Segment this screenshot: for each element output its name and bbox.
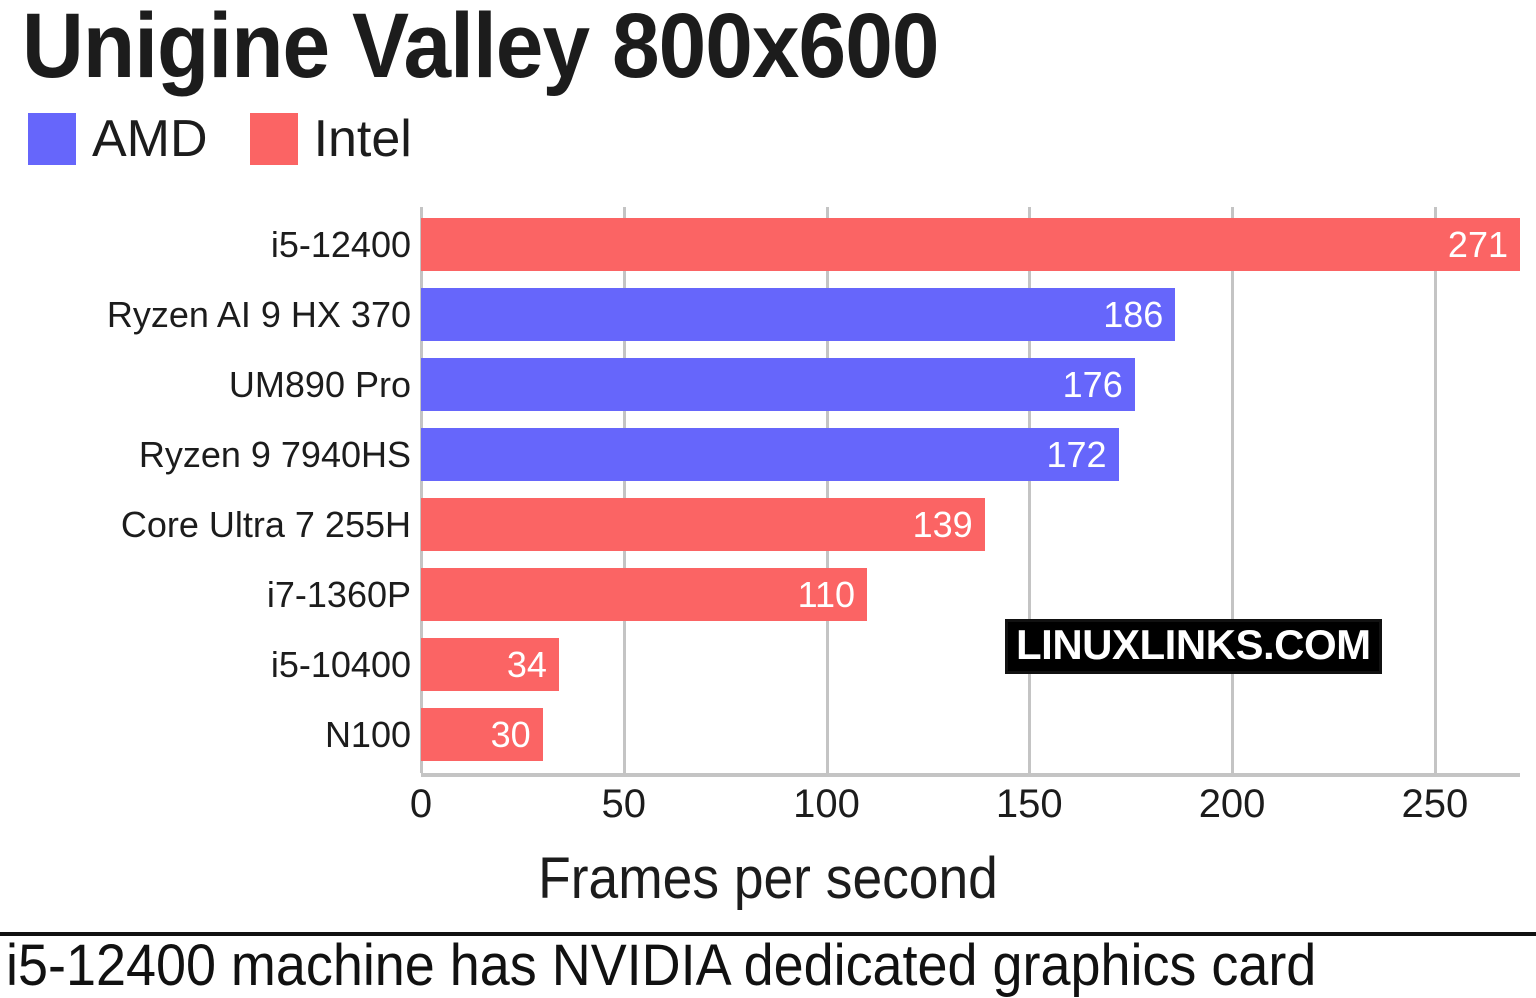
bar-row: Core Ultra 7 255H 139 xyxy=(0,498,1536,568)
bar-value-label: 30 xyxy=(490,714,531,755)
category-label: Ryzen 9 7940HS xyxy=(138,434,411,475)
bar-intel[interactable]: 139 xyxy=(421,498,985,551)
bar-intel[interactable]: 30 xyxy=(421,708,543,761)
bar-value-label: 176 xyxy=(1062,364,1123,405)
footer-divider xyxy=(0,932,1536,936)
watermark: LINUXLINKS.COM xyxy=(1005,619,1382,674)
chart-legend: AMD Intel xyxy=(28,113,412,165)
category-label: i5-10400 xyxy=(270,644,411,685)
gridline-150 xyxy=(1028,207,1032,773)
x-tick-200: 200 xyxy=(1198,782,1266,826)
legend-label-amd: AMD xyxy=(92,110,208,168)
y-axis-line xyxy=(420,207,423,773)
bar-amd[interactable]: 176 xyxy=(421,358,1135,411)
category-label: Core Ultra 7 255H xyxy=(120,504,411,545)
bar-container[interactable]: 271 xyxy=(421,218,1520,271)
x-axis-tick-labels: 0 50 100 150 200 250 xyxy=(0,782,1536,832)
x-tick-100: 100 xyxy=(793,782,860,826)
bar-amd[interactable]: 186 xyxy=(421,288,1176,341)
bar-container[interactable]: 110 xyxy=(421,568,868,621)
bar-value-label: 186 xyxy=(1103,294,1164,335)
bar-amd[interactable]: 172 xyxy=(421,428,1119,481)
legend-item-amd: AMD xyxy=(28,113,208,165)
bar-row: i5-10400 34 xyxy=(0,638,1536,708)
bar-container[interactable]: 172 xyxy=(421,428,1119,481)
bar-row: UM890 Pro 176 xyxy=(0,358,1536,428)
gridline-100 xyxy=(825,207,829,773)
legend-swatch-amd xyxy=(28,113,76,165)
gridline-250 xyxy=(1433,207,1437,773)
category-label: Ryzen AI 9 HX 370 xyxy=(106,294,411,335)
x-tick-150: 150 xyxy=(995,782,1063,826)
footer-note: i5-12400 machine has NVIDIA dedicated gr… xyxy=(6,933,1317,998)
legend-item-intel: Intel xyxy=(249,110,412,168)
bar-container[interactable]: 34 xyxy=(421,638,559,691)
x-axis-line xyxy=(421,773,1520,777)
category-label: i7-1360P xyxy=(266,574,411,615)
x-tick-0: 0 xyxy=(409,782,433,826)
x-axis-title: Frames per second xyxy=(538,846,998,911)
bar-value-label: 172 xyxy=(1046,434,1107,475)
bar-row: i7-1360P 110 xyxy=(0,568,1536,638)
gridline-200 xyxy=(1231,207,1235,773)
page-title: Unigine Valley 800x600 xyxy=(22,0,939,97)
bar-intel[interactable]: 34 xyxy=(421,638,559,691)
bar-value-label: 271 xyxy=(1447,224,1508,265)
bar-container[interactable]: 139 xyxy=(421,498,985,551)
gridline-50 xyxy=(622,207,626,773)
category-label: i5-12400 xyxy=(270,224,411,265)
category-label: N100 xyxy=(324,714,411,755)
bar-value-label: 34 xyxy=(506,644,547,685)
bar-container[interactable]: 176 xyxy=(421,358,1135,411)
bar-row: N100 30 xyxy=(0,708,1536,778)
bar-row: Ryzen 9 7940HS 172 xyxy=(0,428,1536,498)
bar-intel[interactable]: 271 xyxy=(421,218,1520,271)
bar-container[interactable]: 186 xyxy=(421,288,1176,341)
plot-area xyxy=(421,207,1520,773)
bar-intel[interactable]: 110 xyxy=(421,568,868,621)
bar-value-label: 139 xyxy=(912,504,973,545)
legend-swatch-intel xyxy=(249,113,298,165)
bar-container[interactable]: 30 xyxy=(421,708,543,761)
bar-chart-plot: i5-12400 271 Ryzen AI 9 HX 370 186 UM890 Pro… xyxy=(0,207,1536,777)
x-tick-250: 250 xyxy=(1401,782,1469,826)
bar-value-label: 110 xyxy=(797,574,856,615)
x-tick-50: 50 xyxy=(601,782,647,826)
legend-label-intel: Intel xyxy=(313,110,412,168)
category-label: UM890 Pro xyxy=(228,364,411,405)
bar-row: Ryzen AI 9 HX 370 186 xyxy=(0,288,1536,358)
bar-row: i5-12400 271 xyxy=(0,218,1536,288)
